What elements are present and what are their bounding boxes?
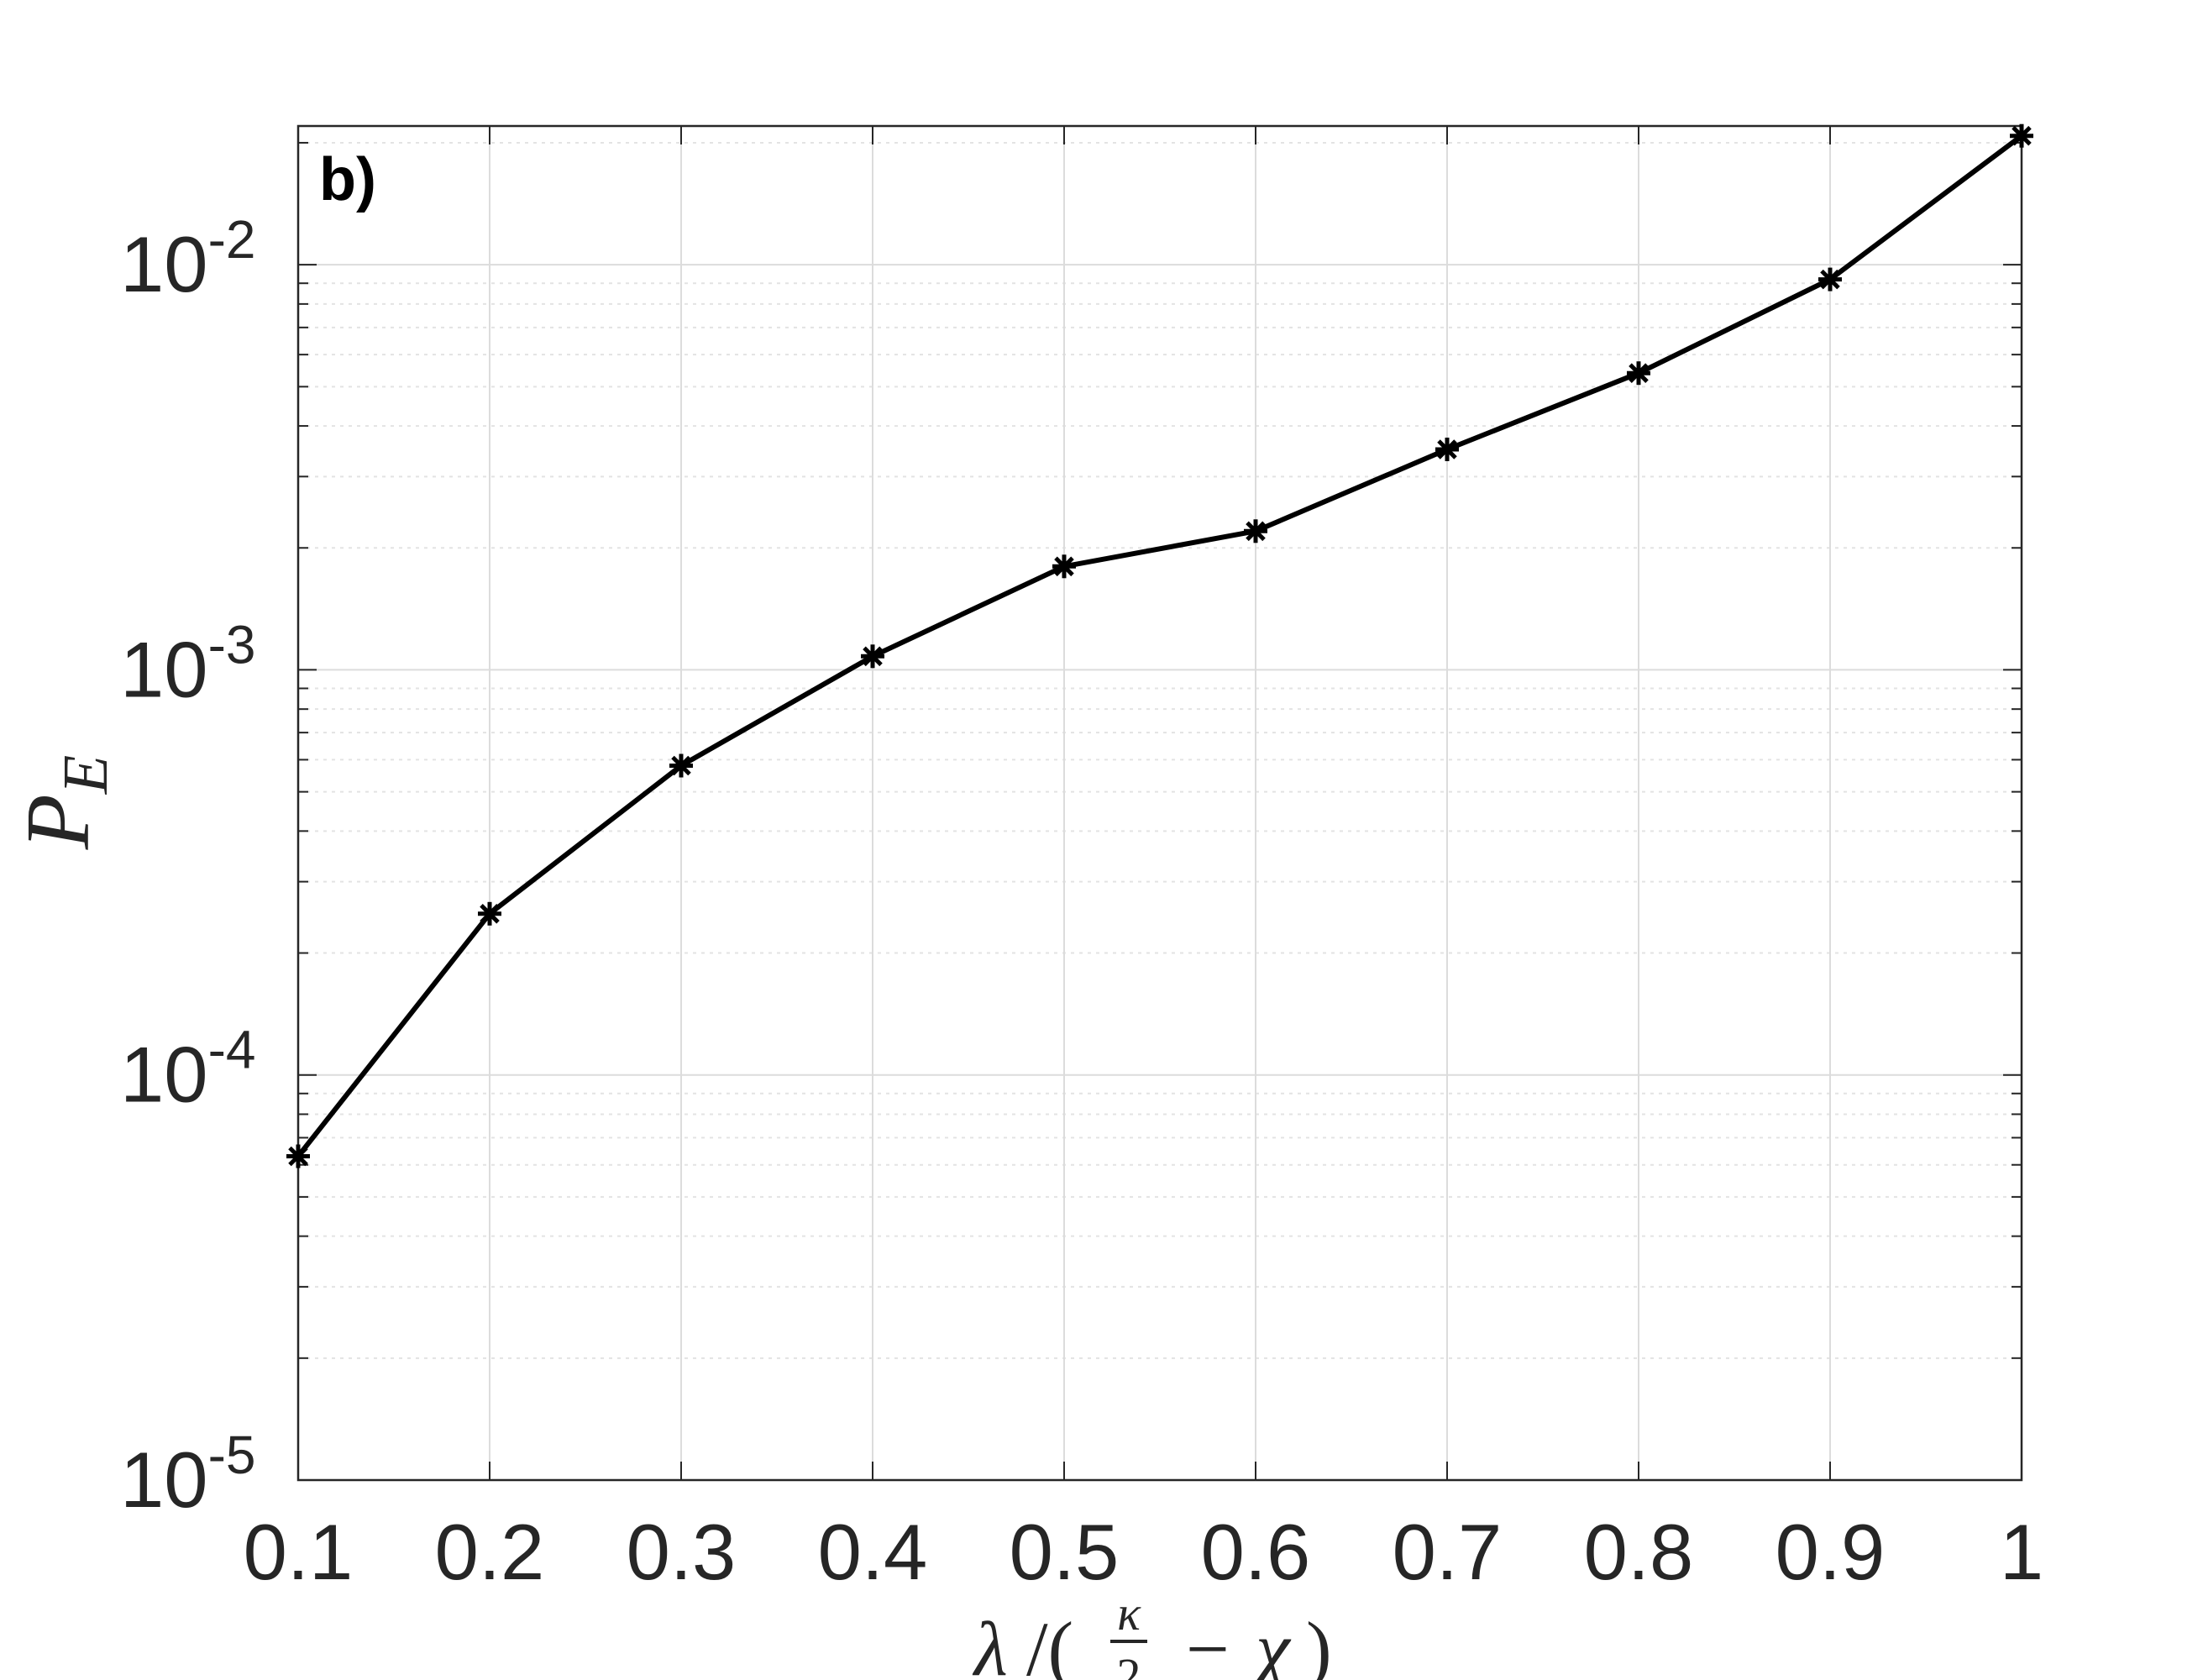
y-tick-label-exponent: -2: [208, 209, 256, 270]
x-tick-label: 0.5: [1010, 1508, 1120, 1596]
data-point: [861, 644, 884, 669]
y-tick-label: 10-5: [120, 1425, 255, 1524]
y-tick-label-base: 10: [120, 1031, 208, 1119]
x-axis-label-fraction-num: κ: [1117, 1586, 1141, 1641]
y-axis-label-sub: E: [50, 755, 121, 795]
x-axis-label-fraction-den: 2: [1117, 1648, 1141, 1680]
x-axis-label-minus: −: [1186, 1606, 1230, 1680]
series-line: [296, 134, 2023, 1158]
data-point: [286, 1144, 310, 1168]
x-axis-label-open: /(: [1026, 1606, 1073, 1680]
x-tick-label: 0.6: [1201, 1508, 1311, 1596]
plot-background: [298, 126, 2022, 1480]
y-tick-label: 10-2: [120, 209, 255, 308]
x-axis-label-close: ): [1306, 1606, 1332, 1680]
x-tick-label: 0.1: [244, 1508, 354, 1596]
x-tick-label: 0.8: [1584, 1508, 1694, 1596]
x-tick-label: 0.9: [1776, 1508, 1886, 1596]
data-point: [1244, 519, 1267, 543]
y-tick-label-exponent: -5: [208, 1425, 256, 1485]
x-axis-label: λ /( κ 2 − χ ): [972, 1586, 1332, 1680]
svg-text:PE: PE: [8, 755, 121, 850]
x-tick-label: 0.4: [818, 1508, 928, 1596]
y-tick-label-exponent: -3: [208, 614, 256, 675]
x-axis-label-chi: χ: [1249, 1606, 1292, 1680]
data-point: [2010, 123, 2033, 148]
x-tick-label: 0.3: [627, 1508, 737, 1596]
y-tick-label-base: 10: [120, 1436, 208, 1524]
series: [286, 123, 2033, 1168]
y-tick-label-base: 10: [120, 220, 208, 308]
x-tick-label: 0.2: [435, 1508, 545, 1596]
data-point: [1052, 554, 1076, 579]
data-point: [669, 753, 693, 778]
x-tick-label: 0.7: [1393, 1508, 1503, 1596]
y-axis-label: PE: [8, 755, 121, 850]
y-tick-label-base: 10: [120, 625, 208, 713]
x-axis-label-lambda: λ: [972, 1606, 1008, 1680]
data-point: [1627, 361, 1650, 386]
data-point: [1435, 438, 1459, 461]
grid: [298, 126, 2022, 1480]
axes-frame: [296, 124, 2023, 1482]
y-tick-label: 10-3: [120, 614, 255, 713]
y-tick-label: 10-4: [120, 1020, 255, 1119]
data-point: [1818, 267, 1842, 291]
panel-label: b): [319, 146, 376, 213]
axes: 10-510-410-310-20.1 0.2 0.3 0.4 0.5 0.6 0.7 0.8…: [120, 124, 2043, 1596]
data-point: [478, 901, 501, 926]
y-tick-label-exponent: -4: [208, 1020, 256, 1080]
x-tick-label: 1: [2000, 1508, 2043, 1596]
y-axis-label-main: P: [8, 794, 108, 850]
